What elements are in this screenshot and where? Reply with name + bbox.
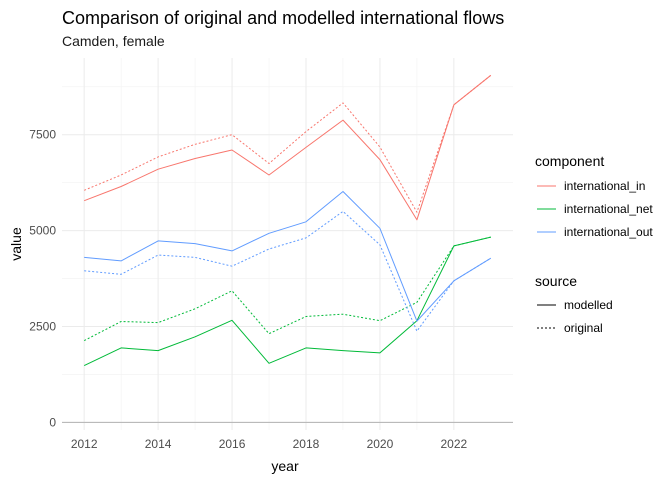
- x-axis-title: year: [271, 458, 299, 474]
- x-tick-label: 2022: [441, 437, 468, 451]
- series-line-international-in-modelled: [84, 74, 492, 221]
- x-tick-label: 2014: [145, 437, 172, 451]
- legend-label-original: original: [564, 321, 603, 335]
- y-tick-label: 5000: [29, 224, 56, 238]
- y-axis-title: value: [8, 227, 24, 261]
- legend-label-modelled: modelled: [564, 298, 613, 312]
- legend-title-source: source: [535, 273, 577, 289]
- y-tick-label: 7500: [29, 128, 56, 142]
- series-line-international-net-original: [83, 236, 491, 342]
- legend-label-international-in: international_in: [564, 179, 645, 193]
- legend-label-international-out: international_out: [564, 225, 653, 239]
- minor-gridlines: [62, 58, 513, 430]
- series-line-international-out-original: [84, 210, 492, 332]
- series-line-international-in-original: [84, 74, 492, 213]
- legend-label-international-net: international_net: [564, 202, 653, 216]
- x-tick-label: 2012: [71, 437, 98, 451]
- legend-title-component: component: [535, 153, 604, 169]
- chart-title: Comparison of original and modelled inte…: [62, 8, 504, 28]
- x-tick-labels: 2012 2014 2016 2018 2020 2022: [71, 437, 468, 451]
- legend: component international_ininternational_…: [535, 153, 653, 335]
- y-tick-label: 2500: [29, 319, 56, 333]
- x-tick-label: 2020: [367, 437, 394, 451]
- x-tick-label: 2018: [293, 437, 320, 451]
- chart-subtitle: Camden, female: [62, 33, 165, 49]
- x-tick-label: 2016: [219, 437, 246, 451]
- series-line-international-net-modelled: [83, 236, 491, 367]
- y-tick-label: 0: [49, 415, 56, 429]
- legend-sources: modelled original: [537, 298, 613, 335]
- legend-components: international_in international_netinterna…: [537, 179, 653, 239]
- series-lines: [83, 74, 492, 367]
- series-line-international-out-modelled: [84, 191, 492, 322]
- y-tick-labels: 0 2500 5000 7500: [29, 128, 56, 430]
- major-gridlines: [62, 58, 513, 430]
